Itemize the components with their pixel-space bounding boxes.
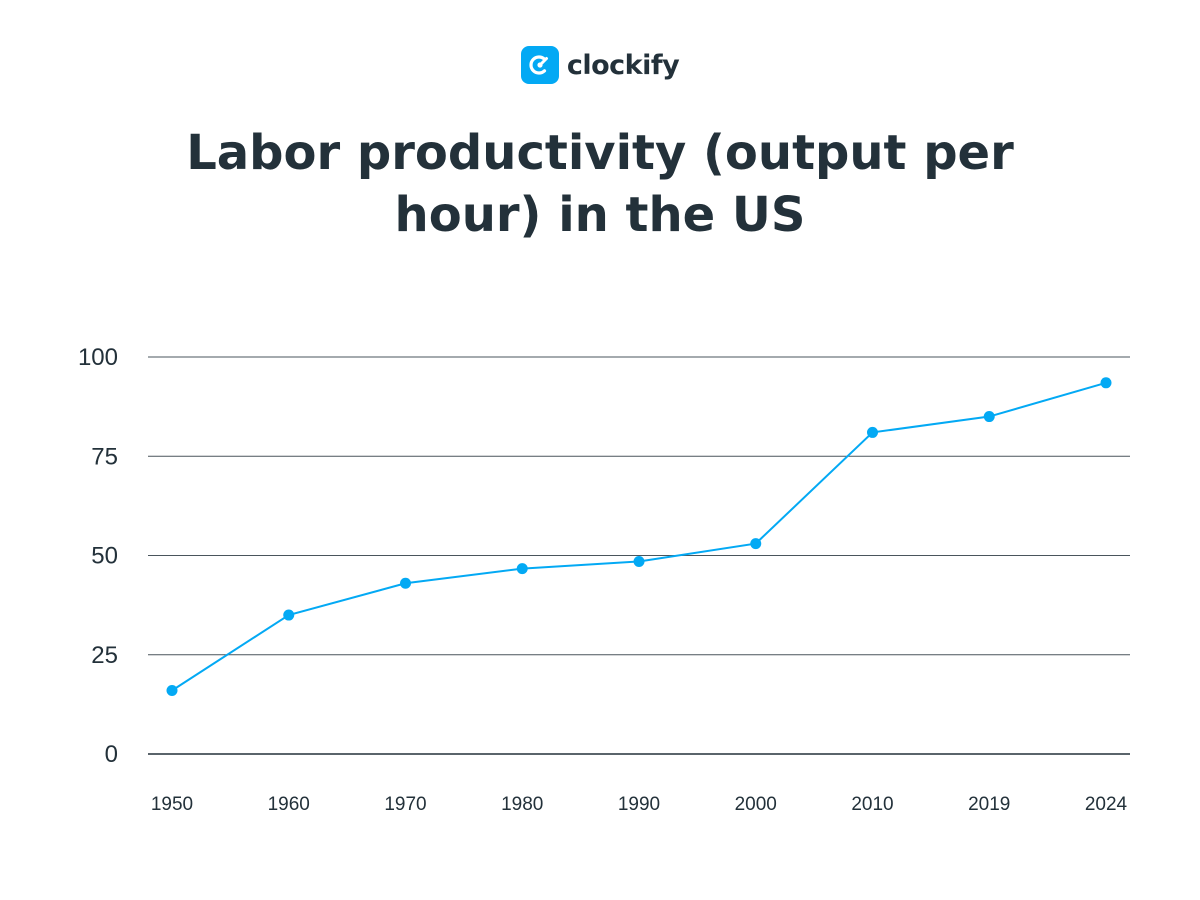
y-tick-label: 25 (91, 642, 118, 669)
data-point (516, 563, 528, 575)
x-tick-label: 2019 (968, 794, 1010, 815)
series-line (171, 381, 1107, 692)
y-tick-label: 50 (91, 543, 118, 570)
x-tick-label: 1960 (268, 794, 310, 815)
chart-title-line-1: Labor productivity (output per (186, 125, 1014, 181)
chart-title-line-2: hour) in the US (394, 187, 806, 243)
data-point (633, 555, 645, 567)
data-point (166, 684, 178, 696)
y-axis-ticks: 0 25 50 75 100 (78, 344, 118, 768)
chart-title: Labor productivity (output per hour) in … (0, 122, 1200, 246)
brand-header: clockify (0, 46, 1200, 84)
clockify-logo-icon (520, 46, 559, 84)
grid-lines (148, 356, 1130, 755)
x-tick-label: 1950 (151, 794, 193, 815)
y-tick-label: 75 (91, 443, 118, 470)
data-point (283, 609, 295, 621)
series-layer (166, 377, 1112, 696)
x-tick-label: 2010 (851, 794, 893, 815)
x-tick-label: 1980 (501, 794, 543, 815)
data-point (1100, 377, 1112, 389)
x-tick-label: 1970 (384, 794, 426, 815)
data-point (750, 538, 762, 550)
x-axis-ticks: 1950 1960 1970 1980 1990 2000 2010 2019 2024 (151, 794, 1128, 815)
x-tick-label: 2024 (1085, 794, 1128, 815)
x-tick-label: 1990 (618, 794, 660, 815)
y-tick-label: 0 (105, 741, 118, 768)
brand-name: clockify (566, 49, 680, 81)
x-tick-label: 2000 (735, 794, 777, 815)
data-point (400, 577, 411, 589)
data-point (983, 411, 995, 423)
data-point (867, 426, 878, 438)
y-tick-label: 100 (78, 344, 118, 371)
